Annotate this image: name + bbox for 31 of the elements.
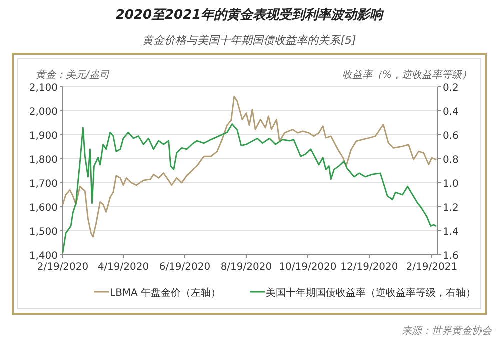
- legend-label: LBMA 午盘金价（左轴）: [110, 287, 222, 299]
- y2-axis-title: 收益率（%，逆收益率等级）: [342, 69, 472, 81]
- y-tick-label: 1,500: [29, 227, 58, 238]
- x-tick-label: 6/19/2020: [159, 262, 211, 273]
- source-note: 来源：世界黄金协会: [402, 325, 493, 337]
- y2-tick-label: 0.4: [443, 107, 459, 118]
- x-tick-label: 12/19/2020: [340, 262, 398, 273]
- y2-tick-label: 0.6: [443, 131, 459, 142]
- line-series: [62, 96, 437, 238]
- y2-tick-label: 1.6: [443, 251, 459, 262]
- y-tick-label: 1,900: [29, 131, 58, 142]
- x-tick-label: 2/19/2021: [406, 262, 458, 273]
- y-axis-title: 黄金：美元/盎司: [36, 69, 110, 81]
- y2-tick-label: 1.4: [443, 227, 459, 238]
- y2-tick-label: 1.2: [443, 203, 459, 214]
- x-tick-label: 8/19/2020: [220, 262, 272, 273]
- y-tick-label: 1,700: [29, 179, 58, 190]
- y2-tick-label: 0.8: [443, 155, 459, 166]
- y-tick-label: 2,100: [29, 83, 58, 94]
- y-tick-label: 1,600: [29, 203, 58, 214]
- chart-subtitle: 黄金价格与美国十年期国债收益率的关系[5]: [142, 34, 356, 47]
- x-tick-label: 2/19/2020: [37, 262, 89, 273]
- y-tick-label: 1,800: [29, 155, 58, 166]
- x-tick-label: 4/19/2020: [98, 262, 150, 273]
- y-tick-label: 2,000: [29, 107, 58, 118]
- y-tick-label: 1,400: [29, 251, 58, 262]
- y2-tick-label: 1.0: [443, 179, 459, 190]
- y2-tick-label: 0.2: [443, 83, 459, 94]
- x-tick-label: 10/19/2020: [279, 262, 337, 273]
- chart-title: 2020至2021年的黄金表现受到利率波动影响: [116, 7, 386, 23]
- legend-label: 美国十年期国债收益率（逆收益率等级，右轴）: [266, 287, 476, 299]
